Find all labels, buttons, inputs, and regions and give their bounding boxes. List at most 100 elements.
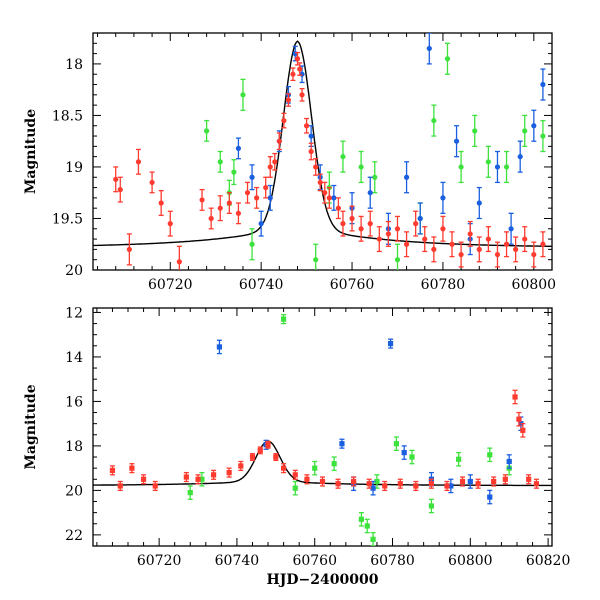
data-point bbox=[195, 476, 201, 482]
data-point bbox=[326, 195, 332, 201]
data-point bbox=[257, 447, 263, 453]
data-point bbox=[263, 184, 269, 191]
data-point bbox=[485, 236, 491, 242]
y-tick-label: 19.5 bbox=[52, 211, 83, 227]
data-point bbox=[417, 215, 423, 222]
data-point bbox=[292, 472, 298, 478]
data-point bbox=[217, 159, 223, 165]
data-point bbox=[308, 148, 314, 155]
data-point bbox=[440, 195, 446, 201]
data-point bbox=[313, 164, 319, 170]
data-point bbox=[403, 241, 410, 247]
data-point bbox=[428, 503, 435, 509]
data-point bbox=[422, 236, 428, 242]
top-panel: 60720 60740 60760 60780 60800 18 18.5 19 19.5 20 M… bbox=[23, 32, 557, 293]
data-point bbox=[351, 478, 357, 485]
data-point bbox=[281, 465, 287, 471]
data-point bbox=[313, 257, 319, 263]
data-point bbox=[503, 164, 510, 170]
data-point bbox=[210, 472, 217, 478]
data-layer bbox=[93, 314, 552, 546]
data-point bbox=[531, 123, 537, 129]
data-point bbox=[401, 449, 407, 456]
data-point bbox=[385, 231, 391, 237]
data-point bbox=[387, 340, 394, 347]
x-tick-label: 60760 bbox=[330, 277, 375, 293]
data-point bbox=[149, 179, 155, 186]
y-tick-label: 22 bbox=[65, 528, 83, 544]
data-point bbox=[516, 416, 522, 422]
data-point bbox=[249, 241, 255, 247]
data-point bbox=[319, 478, 326, 485]
data-point bbox=[235, 145, 242, 152]
data-point bbox=[394, 226, 401, 232]
data-point bbox=[394, 257, 401, 263]
series-green bbox=[187, 314, 512, 546]
data-point bbox=[428, 481, 435, 487]
data-point bbox=[366, 481, 372, 487]
data-point bbox=[335, 205, 342, 211]
data-point bbox=[487, 494, 493, 500]
x-tick-label: 60800 bbox=[448, 553, 493, 569]
x-tick-label: 60720 bbox=[137, 553, 182, 569]
x-tick-label: 60780 bbox=[370, 553, 415, 569]
y-tick-label: 18.5 bbox=[52, 108, 83, 124]
data-point bbox=[199, 197, 205, 203]
data-point bbox=[340, 221, 346, 227]
data-layer bbox=[93, 33, 552, 270]
data-point bbox=[358, 516, 364, 522]
data-point bbox=[448, 483, 454, 489]
data-point bbox=[317, 179, 323, 186]
data-point bbox=[152, 483, 158, 489]
data-point bbox=[374, 478, 380, 485]
data-point bbox=[117, 187, 123, 193]
data-point bbox=[472, 128, 478, 134]
data-point bbox=[208, 215, 214, 222]
data-point bbox=[281, 316, 287, 322]
data-point bbox=[540, 133, 546, 139]
data-point bbox=[520, 427, 526, 433]
data-point bbox=[216, 344, 223, 350]
data-point bbox=[522, 128, 528, 134]
data-point bbox=[370, 485, 376, 491]
data-point bbox=[339, 441, 345, 447]
data-point bbox=[372, 174, 378, 180]
data-point bbox=[235, 210, 242, 216]
data-point bbox=[292, 485, 298, 491]
data-point bbox=[459, 478, 466, 485]
data-point bbox=[367, 221, 373, 227]
data-point bbox=[502, 476, 508, 482]
data-point bbox=[533, 481, 540, 487]
y-tick-label: 14 bbox=[65, 350, 83, 366]
x-tick-label: 60720 bbox=[148, 277, 193, 293]
x-tick-label: 60780 bbox=[421, 277, 466, 293]
data-point bbox=[331, 195, 337, 201]
data-point bbox=[254, 195, 260, 201]
data-point bbox=[331, 461, 337, 467]
data-point bbox=[485, 159, 491, 165]
data-point bbox=[494, 164, 501, 170]
data-point bbox=[158, 200, 164, 206]
data-point bbox=[297, 66, 303, 72]
data-point bbox=[308, 133, 314, 139]
data-point bbox=[244, 190, 251, 196]
data-point bbox=[240, 92, 246, 98]
data-point bbox=[513, 246, 519, 252]
plot-frame bbox=[92, 307, 553, 547]
data-point bbox=[113, 176, 119, 182]
x-tick-label: 60800 bbox=[512, 277, 557, 293]
data-point bbox=[494, 251, 501, 258]
data-point bbox=[522, 236, 528, 242]
data-point bbox=[273, 454, 279, 460]
y-tick-label: 19 bbox=[65, 160, 83, 176]
data-point bbox=[540, 241, 546, 247]
data-point bbox=[304, 476, 310, 482]
data-point bbox=[349, 215, 355, 222]
data-point bbox=[183, 474, 189, 480]
data-point bbox=[231, 169, 237, 175]
data-point bbox=[204, 128, 210, 134]
data-point bbox=[249, 174, 255, 180]
data-point bbox=[117, 483, 123, 489]
data-point bbox=[393, 441, 400, 447]
